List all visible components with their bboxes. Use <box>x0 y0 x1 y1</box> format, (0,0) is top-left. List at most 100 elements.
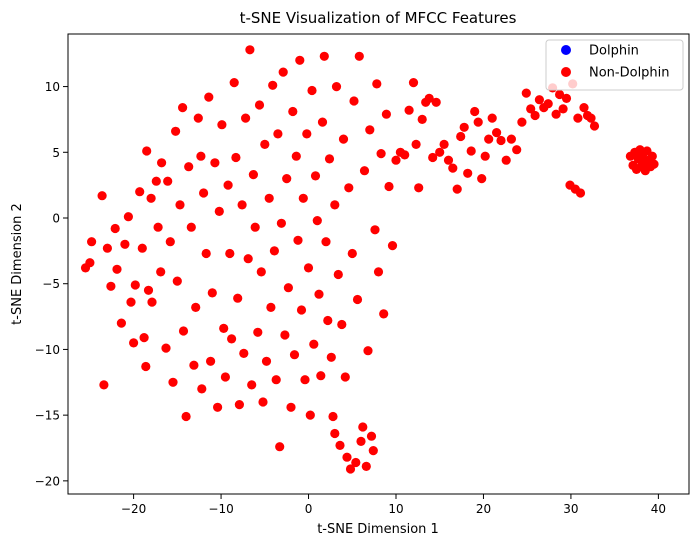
data-point <box>129 338 139 348</box>
data-point <box>204 92 214 102</box>
data-point <box>210 158 220 168</box>
data-point <box>157 158 167 168</box>
data-point <box>288 106 298 117</box>
data-point <box>480 151 490 161</box>
data-point <box>295 55 305 65</box>
data-point <box>506 134 516 144</box>
data-point <box>530 110 540 121</box>
data-point <box>289 350 300 360</box>
data-point <box>181 411 191 422</box>
data-point <box>241 113 251 123</box>
data-point <box>163 176 173 186</box>
data-point <box>197 384 207 394</box>
data-point <box>526 104 536 114</box>
data-point <box>266 302 276 312</box>
data-point <box>586 113 596 123</box>
x-tick-label: 30 <box>563 502 578 516</box>
y-tick-label: 10 <box>45 80 60 94</box>
data-point <box>573 113 583 123</box>
data-point <box>579 103 589 113</box>
data-point <box>345 464 356 474</box>
data-point <box>470 106 480 117</box>
data-point <box>97 191 107 201</box>
data-point <box>321 237 331 247</box>
data-point <box>254 100 265 110</box>
data-point <box>253 327 263 337</box>
data-point <box>443 155 454 165</box>
data-point <box>300 375 310 385</box>
data-point <box>551 109 561 119</box>
data-point <box>512 145 522 155</box>
legend-label-non-dolphin: Non-Dolphin <box>589 66 670 81</box>
data-point <box>239 348 249 358</box>
data-point <box>220 372 230 382</box>
data-point <box>575 188 586 198</box>
data-point <box>184 162 194 172</box>
data-point <box>85 258 95 268</box>
data-point <box>344 183 354 193</box>
data-point <box>126 297 136 307</box>
data-point <box>368 446 378 456</box>
data-point <box>492 128 502 138</box>
data-point <box>147 297 157 307</box>
data-points <box>80 45 659 474</box>
data-point <box>338 134 349 144</box>
data-point <box>647 151 657 161</box>
x-tick-label: 40 <box>651 502 666 516</box>
data-point <box>243 254 253 264</box>
data-point <box>258 397 268 407</box>
data-point <box>376 149 386 159</box>
data-point <box>534 95 545 105</box>
data-point <box>337 319 347 330</box>
data-point <box>384 181 394 192</box>
data-point <box>589 121 600 131</box>
data-point <box>340 372 350 382</box>
data-point <box>219 323 229 333</box>
data-point <box>291 151 301 161</box>
data-point <box>120 239 130 249</box>
data-point <box>112 264 122 274</box>
data-point <box>456 131 466 142</box>
data-point <box>189 360 199 370</box>
data-point <box>317 117 328 127</box>
data-point <box>196 151 206 161</box>
data-point <box>323 315 333 326</box>
data-point <box>247 380 257 390</box>
data-point <box>171 126 181 136</box>
data-point <box>245 45 255 55</box>
data-point <box>319 51 329 61</box>
data-point <box>250 222 260 232</box>
data-point <box>352 294 363 305</box>
data-point <box>379 309 389 319</box>
y-tick-label: −20 <box>35 474 60 488</box>
data-point <box>391 155 401 165</box>
data-point <box>517 117 527 127</box>
data-point <box>248 170 258 180</box>
data-point <box>555 89 565 100</box>
data-point <box>172 276 182 286</box>
data-point <box>146 193 156 203</box>
data-point <box>264 193 274 203</box>
data-point <box>431 97 441 107</box>
data-point <box>487 113 497 123</box>
legend: Dolphin Non-Dolphin <box>545 39 684 91</box>
data-point <box>110 223 120 234</box>
legend-label-dolphin: Dolphin <box>589 44 639 59</box>
data-point <box>312 216 322 226</box>
data-point <box>130 280 140 290</box>
data-point <box>268 80 278 90</box>
data-point <box>373 267 384 277</box>
data-point <box>459 122 469 132</box>
data-point <box>233 293 243 303</box>
data-point <box>191 302 201 312</box>
data-point <box>227 334 237 344</box>
data-point <box>414 183 424 193</box>
x-tick-label: 20 <box>476 502 491 516</box>
data-point <box>435 147 445 157</box>
data-point <box>280 330 290 340</box>
data-point <box>153 222 163 232</box>
data-point <box>142 146 152 156</box>
data-point <box>484 134 494 144</box>
plot-frame <box>67 33 690 495</box>
data-point <box>330 428 340 439</box>
